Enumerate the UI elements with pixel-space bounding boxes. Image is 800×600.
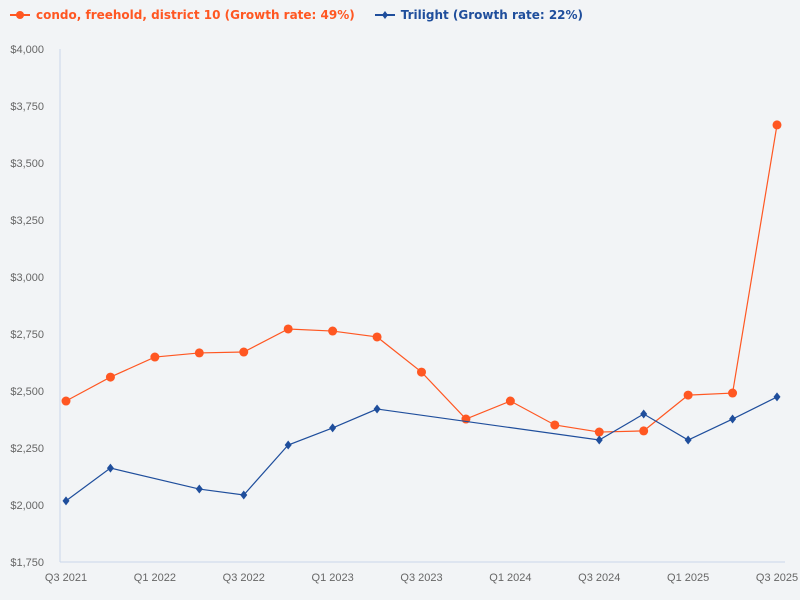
data-point (594, 427, 604, 437)
x-tick-label: Q1 2025 (667, 572, 709, 584)
x-tick-label: Q1 2024 (489, 572, 531, 584)
data-point (729, 414, 737, 424)
data-point (639, 426, 649, 436)
legend-label: Trilight (Growth rate: 22%) (400, 8, 584, 22)
data-point (772, 120, 782, 130)
data-point (683, 390, 693, 400)
legend-item-condo[interactable]: condo, freehold, district 10 (Growth rat… (10, 8, 355, 22)
data-point (595, 435, 603, 445)
x-tick-label: Q1 2023 (312, 572, 354, 584)
data-point (550, 420, 560, 430)
y-tick-label: $2,250 (10, 443, 44, 455)
data-point (194, 348, 204, 358)
circle-marker-icon (10, 11, 30, 19)
data-point (150, 352, 160, 362)
data-point (105, 372, 115, 382)
data-point (372, 332, 382, 342)
data-point (773, 392, 781, 402)
data-point (283, 324, 293, 334)
x-tick-label: Q3 2021 (45, 572, 87, 584)
y-tick-label: $4,000 (10, 44, 44, 56)
x-tick-label: Q3 2022 (223, 572, 265, 584)
data-point (106, 463, 114, 473)
x-tick-label: Q3 2025 (756, 572, 798, 584)
y-tick-label: $3,500 (10, 158, 44, 170)
x-tick-label: Q1 2022 (134, 572, 176, 584)
y-tick-label: $3,000 (10, 272, 44, 284)
data-point (640, 409, 648, 419)
y-tick-label: $3,750 (10, 101, 44, 113)
data-point (505, 396, 515, 406)
data-point (329, 423, 337, 433)
diamond-marker-icon (374, 11, 395, 19)
data-point (62, 496, 70, 506)
data-point (728, 388, 738, 398)
x-tick-label: Q3 2023 (400, 572, 442, 584)
y-tick-label: $2,750 (10, 329, 44, 341)
data-point (240, 490, 248, 500)
y-tick-label: $1,750 (10, 557, 44, 569)
data-point (61, 396, 71, 406)
x-tick-label: Q3 2024 (578, 572, 620, 584)
y-tick-label: $3,250 (10, 215, 44, 227)
data-point (328, 326, 338, 336)
series-line-1 (65, 396, 778, 502)
y-tick-label: $2,500 (10, 386, 44, 398)
legend-item-trilight[interactable]: Trilight (Growth rate: 22%) (374, 8, 584, 22)
data-point (195, 484, 203, 494)
data-point (284, 440, 292, 450)
legend-label: condo, freehold, district 10 (Growth rat… (36, 8, 355, 22)
legend: condo, freehold, district 10 (Growth rat… (10, 8, 583, 22)
data-point (239, 347, 249, 357)
data-point (684, 435, 692, 445)
data-point (417, 367, 426, 377)
y-tick-label: $2,000 (10, 500, 44, 512)
series-line-0 (65, 124, 778, 433)
data-point (373, 404, 381, 414)
